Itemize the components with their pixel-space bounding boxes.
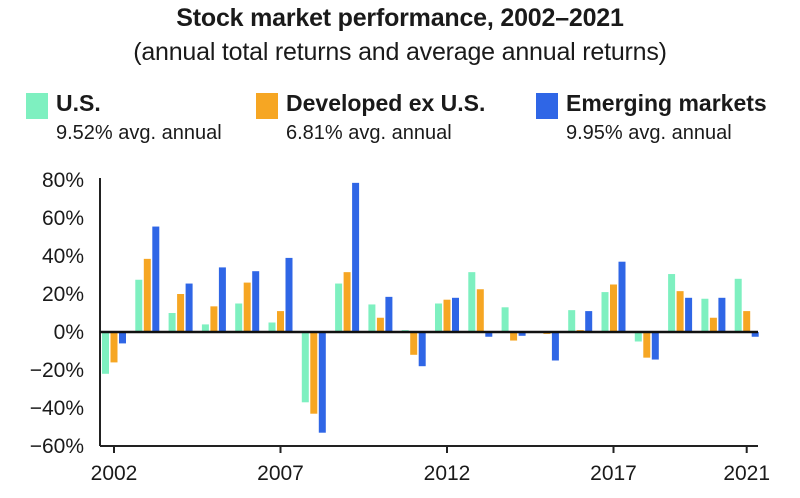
bar-emerging bbox=[152, 226, 160, 332]
bar-developed bbox=[610, 284, 617, 332]
legend-avg-emerging: 9.95% avg. annual bbox=[566, 122, 732, 144]
bar-us bbox=[301, 332, 309, 403]
bar-developed bbox=[410, 332, 418, 355]
bar-developed bbox=[143, 258, 151, 332]
bar-emerging bbox=[318, 332, 326, 433]
x-tick-label: 2002 bbox=[91, 462, 138, 485]
bar-emerging bbox=[452, 297, 459, 332]
bar-developed bbox=[343, 272, 351, 332]
bar-emerging bbox=[685, 297, 693, 332]
bar-emerging bbox=[285, 257, 293, 332]
bar-developed bbox=[310, 332, 318, 414]
x-tick-label: 2021 bbox=[723, 462, 770, 485]
legend-avg-us: 9.52% avg. annual bbox=[56, 122, 222, 144]
x-tick-label: 2012 bbox=[424, 462, 471, 485]
bar-developed bbox=[743, 311, 751, 332]
legend-swatch-emerging bbox=[536, 93, 558, 119]
bar-developed bbox=[110, 332, 118, 363]
bar-emerging bbox=[718, 297, 726, 332]
bar-developed bbox=[476, 289, 484, 332]
bar-us bbox=[168, 313, 176, 332]
bar-emerging bbox=[418, 332, 426, 367]
bar-us bbox=[668, 274, 676, 332]
legend-avg-developed: 6.81% avg. annual bbox=[286, 122, 452, 144]
bar-developed bbox=[243, 282, 251, 332]
bar-us bbox=[102, 332, 109, 374]
y-tick-label: 0% bbox=[54, 321, 84, 344]
bar-developed bbox=[277, 311, 284, 332]
bar-us bbox=[201, 324, 209, 332]
bar-us bbox=[501, 307, 509, 332]
legend-swatch-us bbox=[26, 93, 48, 119]
bar-us bbox=[435, 303, 442, 332]
bar-us bbox=[368, 304, 376, 332]
bar-us bbox=[468, 272, 476, 332]
bar-emerging bbox=[551, 332, 559, 361]
bar-emerging bbox=[485, 332, 493, 337]
bar-us bbox=[634, 332, 642, 342]
bar-emerging bbox=[185, 283, 193, 332]
y-tick-label: 20% bbox=[42, 283, 84, 306]
legend-label-developed: Developed ex U.S. bbox=[286, 90, 486, 116]
y-tick-label: 80% bbox=[42, 169, 84, 192]
y-tick-label: 40% bbox=[42, 245, 84, 268]
bar-developed bbox=[709, 317, 717, 332]
legend-swatch-developed bbox=[256, 93, 278, 119]
bar-developed bbox=[210, 306, 218, 332]
bar-emerging bbox=[385, 296, 393, 332]
bar-developed bbox=[510, 332, 518, 341]
bar-us bbox=[135, 279, 143, 332]
y-tick-label: 60% bbox=[42, 207, 84, 230]
x-tick-label: 2007 bbox=[257, 462, 304, 485]
bar-us bbox=[235, 303, 243, 332]
y-tick-label: −20% bbox=[30, 359, 84, 382]
y-tick-label: −40% bbox=[30, 397, 84, 420]
bar-developed bbox=[676, 291, 684, 332]
bar-developed bbox=[376, 317, 384, 332]
bar-us bbox=[335, 283, 343, 332]
bar-us bbox=[568, 310, 576, 332]
bar-us bbox=[268, 322, 276, 332]
bar-us bbox=[701, 298, 709, 332]
bar-emerging bbox=[585, 311, 593, 332]
bar-emerging bbox=[618, 261, 626, 332]
chart-subtitle: (annual total returns and average annual… bbox=[133, 38, 667, 66]
chart-title: Stock market performance, 2002–2021 bbox=[176, 4, 624, 32]
y-tick-label: −60% bbox=[30, 435, 84, 458]
bar-emerging bbox=[218, 267, 226, 332]
bar-developed bbox=[443, 299, 451, 332]
bar-developed bbox=[177, 294, 185, 332]
bar-us bbox=[734, 278, 742, 332]
legend-label-emerging: Emerging markets bbox=[566, 90, 767, 116]
legend-label-us: U.S. bbox=[56, 90, 101, 116]
bar-emerging bbox=[119, 332, 126, 344]
bar-developed bbox=[643, 332, 651, 358]
x-tick-label: 2017 bbox=[590, 462, 637, 485]
bar-emerging bbox=[352, 182, 360, 332]
bar-us bbox=[601, 292, 609, 332]
bar-emerging bbox=[252, 271, 260, 332]
bar-emerging bbox=[751, 332, 759, 337]
bar-emerging bbox=[518, 332, 526, 336]
bar-emerging bbox=[651, 332, 659, 360]
